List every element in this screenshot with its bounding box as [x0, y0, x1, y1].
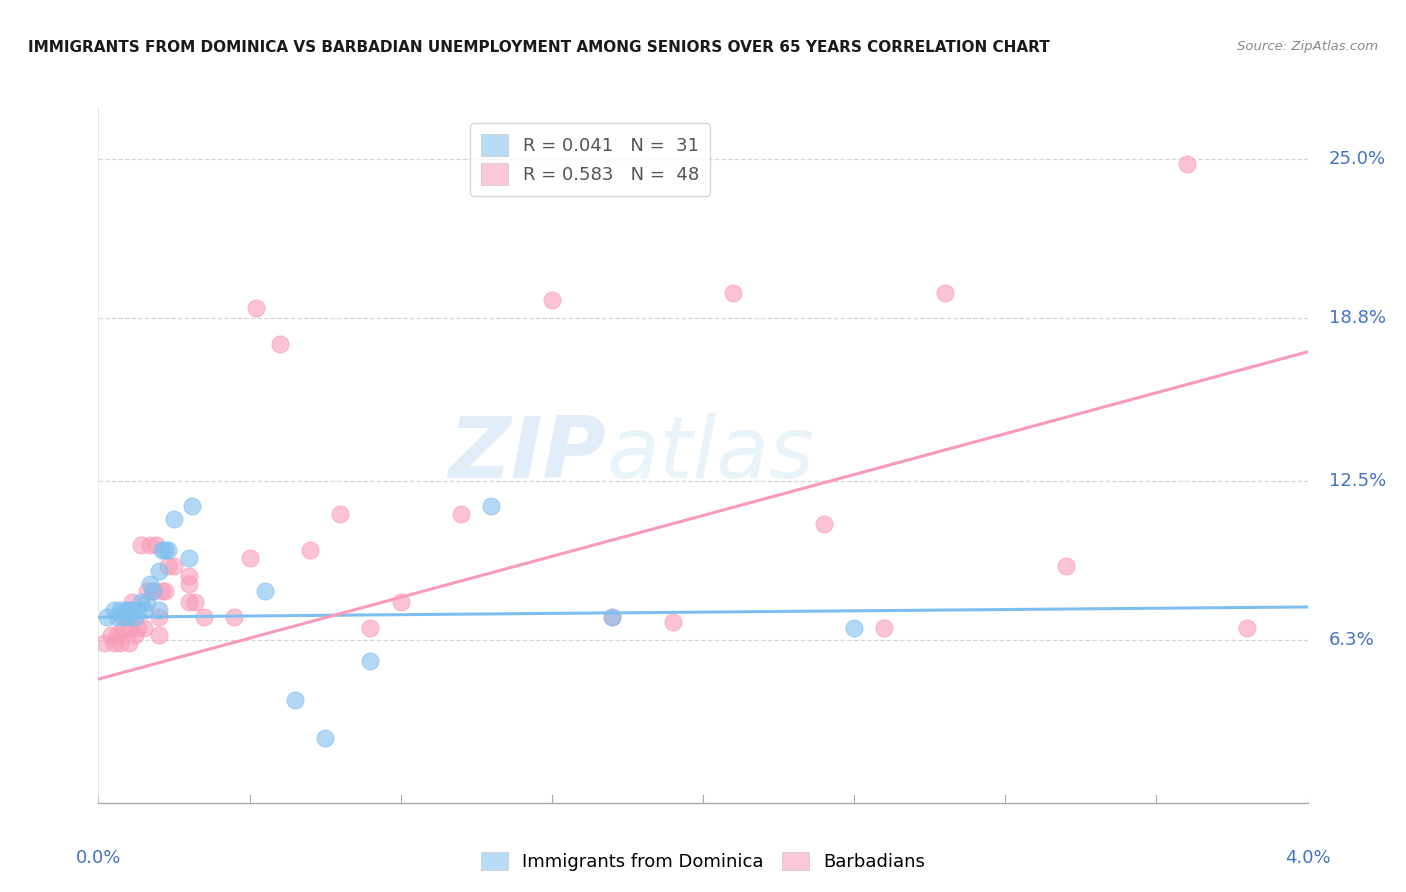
Point [111, 621, 134, 635]
Point [934, 285, 956, 300]
Text: 18.8%: 18.8% [1329, 310, 1386, 327]
Point [193, 610, 215, 624]
Point [114, 610, 136, 624]
Point [253, 584, 276, 599]
Point [723, 285, 745, 300]
Point [103, 636, 125, 650]
Point [359, 654, 381, 668]
Point [181, 500, 204, 514]
Text: IMMIGRANTS FROM DOMINICA VS BARBADIAN UNEMPLOYMENT AMONG SENIORS OVER 65 YEARS C: IMMIGRANTS FROM DOMINICA VS BARBADIAN UN… [28, 40, 1050, 55]
Point [359, 621, 381, 635]
Legend: R = 0.041   N =  31, R = 0.583   N =  48: R = 0.041 N = 31, R = 0.583 N = 48 [470, 123, 710, 196]
Point [103, 602, 125, 616]
Point [145, 538, 167, 552]
Point [121, 602, 143, 616]
Point [479, 500, 503, 514]
Point [108, 602, 131, 616]
Point [135, 584, 157, 599]
Text: ZIP: ZIP [449, 413, 606, 497]
Point [163, 558, 186, 573]
Point [148, 610, 170, 624]
Text: 12.5%: 12.5% [1329, 472, 1386, 490]
Point [100, 628, 122, 642]
Point [127, 602, 149, 616]
Point [139, 576, 162, 591]
Point [156, 543, 179, 558]
Text: 6.3%: 6.3% [1329, 632, 1375, 649]
Point [111, 610, 134, 624]
Text: atlas: atlas [606, 413, 814, 497]
Point [142, 584, 165, 599]
Point [153, 584, 176, 599]
Text: 4.0%: 4.0% [1285, 849, 1330, 867]
Point [269, 337, 291, 351]
Point [844, 621, 866, 635]
Point [139, 538, 162, 552]
Point [150, 543, 173, 558]
Point [121, 595, 143, 609]
Point [1054, 558, 1077, 573]
Point [148, 602, 170, 616]
Point [224, 610, 246, 624]
Point [156, 558, 179, 573]
Point [148, 628, 170, 642]
Point [245, 301, 267, 315]
Point [132, 602, 155, 616]
Point [314, 731, 336, 746]
Point [329, 507, 352, 521]
Text: 0.0%: 0.0% [76, 849, 121, 867]
Point [118, 610, 141, 624]
Legend: Immigrants from Dominica, Barbadians: Immigrants from Dominica, Barbadians [474, 845, 932, 879]
Point [163, 512, 186, 526]
Point [389, 595, 412, 609]
Point [153, 543, 176, 558]
Point [105, 628, 128, 642]
Point [105, 610, 128, 624]
Point [450, 507, 472, 521]
Point [284, 692, 307, 706]
Point [179, 551, 201, 566]
Point [873, 621, 896, 635]
Point [118, 636, 141, 650]
Point [184, 595, 207, 609]
Point [239, 551, 262, 566]
Point [602, 610, 624, 624]
Point [127, 621, 149, 635]
Point [179, 576, 201, 591]
Point [93, 636, 115, 650]
Point [96, 610, 118, 624]
Point [148, 564, 170, 578]
Text: Source: ZipAtlas.com: Source: ZipAtlas.com [1237, 40, 1378, 54]
Point [299, 543, 322, 558]
Point [132, 621, 155, 635]
Point [540, 293, 562, 308]
Point [118, 602, 141, 616]
Point [1175, 157, 1198, 171]
Text: 25.0%: 25.0% [1329, 150, 1386, 168]
Point [179, 569, 201, 583]
Point [118, 621, 141, 635]
Point [602, 610, 624, 624]
Point [124, 628, 146, 642]
Point [661, 615, 683, 630]
Point [129, 595, 152, 609]
Point [150, 584, 173, 599]
Point [813, 517, 835, 532]
Point [108, 636, 131, 650]
Point [129, 538, 152, 552]
Point [124, 610, 146, 624]
Point [179, 595, 201, 609]
Point [114, 602, 136, 616]
Point [1236, 621, 1258, 635]
Point [142, 584, 165, 599]
Point [135, 595, 157, 609]
